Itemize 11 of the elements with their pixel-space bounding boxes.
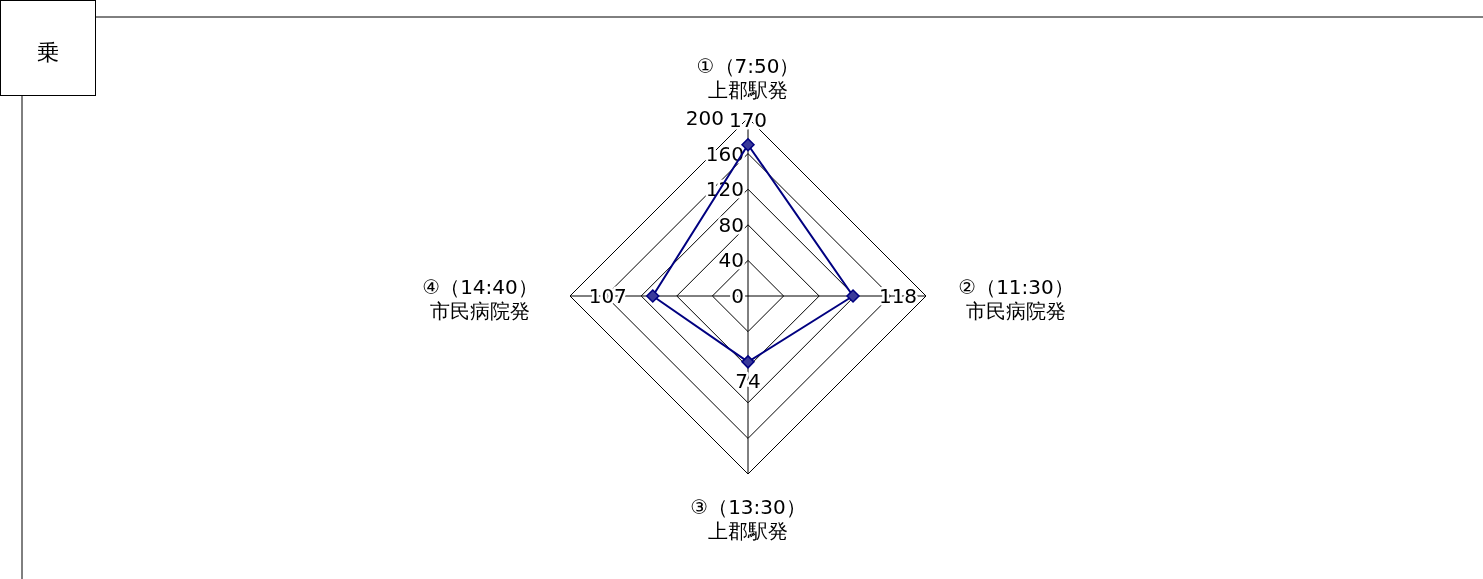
data-label: 74: [735, 368, 761, 393]
spoke-label: ②（11:30）市民病院発: [958, 275, 1074, 323]
y-tick-label: 80: [718, 212, 744, 237]
spoke-label: ①（7:50）上郡駅発: [696, 54, 800, 102]
spoke-label: ④（14:40）市民病院発: [422, 275, 538, 323]
y-tick-label: 0: [731, 284, 744, 308]
y-tick-label: 40: [718, 248, 744, 273]
text: 乗: [37, 40, 59, 65]
y-tick-label: 200: [685, 106, 724, 130]
data-label: 170: [728, 107, 768, 132]
spoke-label: ③（13:30）上郡駅発: [690, 495, 806, 543]
